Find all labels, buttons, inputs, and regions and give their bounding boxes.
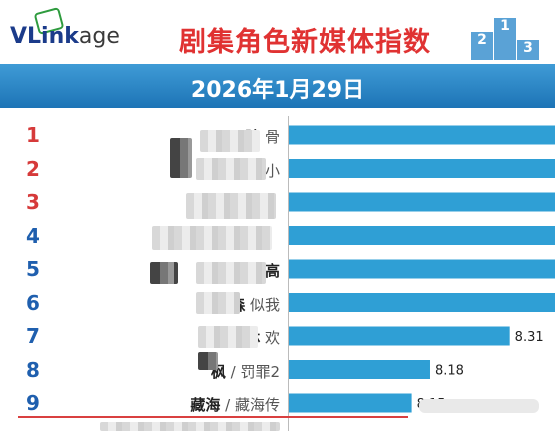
blurred-region <box>196 262 266 284</box>
rank-number: 9 <box>26 391 40 415</box>
rank-number: 5 <box>26 257 40 281</box>
blurred-region <box>186 193 276 219</box>
rank-number: 6 <box>26 290 40 315</box>
rank-number: 4 <box>26 223 40 248</box>
podium-first: 1 <box>494 18 516 60</box>
drama-name: / 罚罪2 <box>225 362 280 381</box>
drama-name: 小 <box>260 161 280 180</box>
character-name: 高 <box>264 262 280 280</box>
blurred-region <box>152 226 272 250</box>
blurred-region <box>196 158 266 180</box>
blurred-region <box>150 262 178 284</box>
rank-number: 8 <box>26 357 40 382</box>
podium-second: 2 <box>471 32 493 60</box>
bar <box>289 360 430 379</box>
podium-third: 3 <box>517 40 539 60</box>
bar <box>289 159 555 178</box>
watermark-blur <box>419 399 539 413</box>
blurred-region <box>196 292 240 314</box>
podium-icon: 2 1 3 <box>471 10 541 60</box>
blurred-region <box>170 138 192 178</box>
row-label: 高 <box>80 260 280 281</box>
bar <box>289 125 555 145</box>
drama-name: 欢 <box>260 329 280 347</box>
header: VLinkage 剧集角色新媒体指数 2 1 3 <box>0 0 555 64</box>
bar <box>289 259 555 279</box>
drama-name: 骨 <box>260 128 280 146</box>
rank-number: 2 <box>26 156 40 181</box>
vlinkage-logo: VLinkage <box>10 24 120 49</box>
rank-number: 1 <box>26 123 40 147</box>
bar <box>289 192 555 212</box>
chart-date: 2026年1月29日 <box>190 78 365 103</box>
bar <box>289 393 412 413</box>
blurred-region <box>198 352 218 370</box>
y-axis-line <box>288 116 289 431</box>
bar <box>289 293 555 312</box>
character-name: 藏海 <box>190 396 221 414</box>
blurred-region <box>198 326 258 348</box>
blurred-region <box>100 422 280 431</box>
drama-name: 似我 <box>245 295 280 314</box>
drama-name: / 藏海传 <box>220 396 280 414</box>
rank-number: 7 <box>26 324 40 348</box>
date-band <box>0 64 555 108</box>
rank-number: 3 <box>26 190 40 214</box>
blurred-region <box>200 130 260 152</box>
value-label: 8.31 <box>515 330 544 345</box>
divider-line <box>18 416 408 418</box>
value-label: 8.18 <box>435 364 464 379</box>
chart-title: 剧集角色新媒体指数 <box>179 27 431 58</box>
bar <box>289 326 510 346</box>
row-label: 藏海 / 藏海传 <box>80 394 280 415</box>
bar <box>289 226 555 245</box>
